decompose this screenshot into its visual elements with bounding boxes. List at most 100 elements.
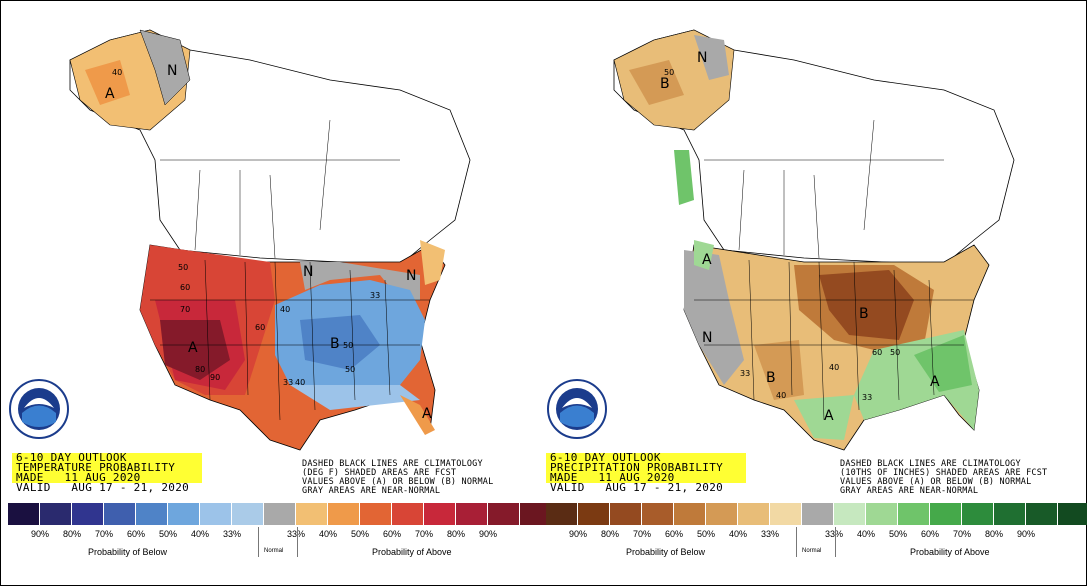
legend-swatch xyxy=(930,503,962,525)
contour-label: 40 xyxy=(776,391,786,400)
legend-swatch xyxy=(802,503,834,525)
contour-label: 33 xyxy=(862,393,872,402)
contour-label: 33 xyxy=(740,369,750,378)
gulf-above-label: A xyxy=(824,408,834,424)
made-date: MADE 11 AUG 2020 xyxy=(550,471,675,484)
north-normal-label: N xyxy=(303,264,313,280)
legend-swatch xyxy=(72,503,104,525)
alaska-normal-region xyxy=(694,35,729,80)
note-line-3: VALUES ABOVE (A) OR BELOW (B) NORMAL xyxy=(840,477,1032,487)
legend-swatch xyxy=(488,503,520,525)
province-lines xyxy=(704,119,944,259)
legend-swatch xyxy=(424,503,456,525)
legend-swatch xyxy=(642,503,674,525)
legend-swatch xyxy=(200,503,232,525)
legend-tick-label: 60% xyxy=(664,529,683,539)
temperature-legend-bar xyxy=(8,503,552,525)
legend-tick-label: 40% xyxy=(728,529,747,539)
legend-swatch xyxy=(392,503,424,525)
note-line-2: (10THS OF INCHES) SHADED AREAS ARE FCST xyxy=(840,468,1048,478)
florida-above-label: A xyxy=(422,406,432,422)
alaska-above-region xyxy=(85,60,130,105)
contour-label: 80 xyxy=(195,365,205,374)
northwest-above-region xyxy=(694,240,714,270)
province-lines xyxy=(160,119,400,259)
legend-swatch xyxy=(1026,503,1058,525)
pacific-northwest-above-region xyxy=(674,150,694,205)
valid-dates: VALID AUG 17 - 21, 2020 xyxy=(550,481,724,494)
legend-swatch xyxy=(866,503,898,525)
legend-tick-label: 50% xyxy=(888,529,907,539)
legend-swatch xyxy=(456,503,488,525)
precipitation-outlook-panel: B A N B A A A B N 33 40 50 60 33 40 50 6… xyxy=(544,0,1087,586)
legend-tick-label: 90% xyxy=(30,529,49,539)
probability-below-caption: Probability of Below xyxy=(88,547,168,557)
contour-label: 40 xyxy=(829,363,839,372)
southern-plains-below-region xyxy=(754,340,804,400)
contour-label: 50 xyxy=(343,341,353,350)
outlook-title: 6-10 DAY OUTLOOK xyxy=(16,451,127,464)
legend-divider xyxy=(258,527,259,557)
legend-tick-label: 70% xyxy=(414,529,433,539)
legend-swatch xyxy=(136,503,168,525)
legend-swatch xyxy=(264,503,296,525)
temperature-legend-ticks: 90% 80% 70% 60% 50% 40% 33% 33% 40% 50% 60% 70% 80% 9… xyxy=(24,529,504,541)
note-line-1: DASHED BLACK LINES ARE CLIMATOLOGY xyxy=(840,459,1021,469)
legend-tick-label: 90% xyxy=(1016,529,1035,539)
alaska-normal-label: N xyxy=(697,50,707,66)
legend-divider xyxy=(835,527,836,557)
temperature-map: A B N A A N N 40 50 60 70 80 90 33 40 50… xyxy=(69,29,471,451)
northeast-normal-label: N xyxy=(406,268,416,284)
precipitation-header-highlight xyxy=(546,453,746,483)
made-date: MADE 11 AUG 2020 xyxy=(16,471,141,484)
legend-swatch xyxy=(546,503,578,525)
legend-tick-label: 80% xyxy=(600,529,619,539)
central-below-label: B xyxy=(330,336,340,352)
contour-label: 50 xyxy=(345,365,355,374)
legend-tick-label: 33% xyxy=(286,529,305,539)
legend-tick-label: 80% xyxy=(446,529,465,539)
alaska-normal-label: N xyxy=(167,63,177,79)
legend-tick-label: 70% xyxy=(94,529,113,539)
legend-swatch xyxy=(770,503,802,525)
noaa-logo xyxy=(547,379,607,439)
legend-tick-label: 70% xyxy=(952,529,971,539)
noaa-logo xyxy=(9,379,69,439)
contour-label: 33 xyxy=(370,291,380,300)
outlook-subtitle: PRECIPITATION PROBABILITY xyxy=(550,461,724,474)
probability-above-caption: Probability of Above xyxy=(372,547,452,557)
legend-swatch xyxy=(738,503,770,525)
contour-label: 40 xyxy=(295,378,305,387)
southeast-above-label: A xyxy=(930,374,940,390)
alaska-above-label: A xyxy=(105,86,115,102)
legend-tick-label: 50% xyxy=(158,529,177,539)
legend-tick-label: 60% xyxy=(126,529,145,539)
outlook-title: 6-10 DAY OUTLOOK xyxy=(550,451,661,464)
legend-swatch xyxy=(104,503,136,525)
contour-label: 60 xyxy=(872,348,882,357)
central-below-core-region xyxy=(300,315,380,370)
contour-label: 50 xyxy=(664,68,674,77)
normal-caption: Normal xyxy=(264,548,284,554)
legend-tick-label: 40% xyxy=(190,529,209,539)
legend-tick-label: 33% xyxy=(222,529,241,539)
legend-tick-label: 60% xyxy=(920,529,939,539)
legend-swatch xyxy=(610,503,642,525)
southeast-above-core-region xyxy=(914,335,972,392)
contour-label: 90 xyxy=(210,373,220,382)
legend-tick-label: 90% xyxy=(478,529,497,539)
precipitation-legend-ticks: 90% 80% 70% 60% 50% 40% 33% 33% 40% 50% 60% 70% 80% 9… xyxy=(562,529,1042,541)
precipitation-legend-bar xyxy=(546,503,1087,525)
legend-swatch xyxy=(328,503,360,525)
contour-label: 33 xyxy=(283,378,293,387)
legend-swatch xyxy=(168,503,200,525)
legend-tick-label: 33% xyxy=(760,529,779,539)
note-line-3: VALUES ABOVE (A) OR BELOW (B) NORMAL xyxy=(302,477,494,487)
southwest-above-label: A xyxy=(188,340,198,356)
note-line-2: (DEG F) SHADED AREAS ARE FCST xyxy=(302,468,457,478)
state-lines xyxy=(694,259,974,421)
temperature-outlook-panel: A B N A A N N 40 50 60 70 80 90 33 40 50… xyxy=(0,0,552,586)
northeast-above-region xyxy=(420,240,445,285)
legend-swatch xyxy=(706,503,738,525)
northwest-above-label: A xyxy=(702,252,712,268)
